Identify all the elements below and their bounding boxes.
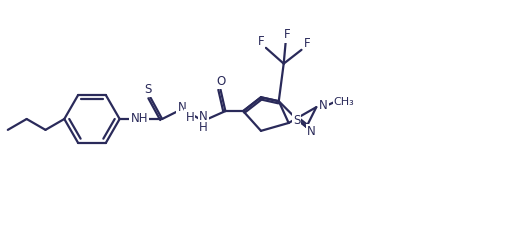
- Text: F: F: [304, 37, 311, 50]
- Text: S: S: [293, 114, 300, 128]
- Text: N: N: [307, 125, 316, 138]
- Text: N: N: [319, 99, 328, 112]
- Text: N: N: [199, 109, 208, 123]
- Text: NH: NH: [131, 113, 148, 126]
- Text: N: N: [177, 101, 186, 114]
- Text: O: O: [217, 75, 226, 88]
- Text: F: F: [257, 35, 264, 48]
- Text: F: F: [284, 28, 291, 41]
- Text: S: S: [145, 83, 152, 96]
- Text: H: H: [186, 110, 194, 123]
- Text: H: H: [199, 121, 208, 134]
- Text: CH₃: CH₃: [333, 97, 354, 107]
